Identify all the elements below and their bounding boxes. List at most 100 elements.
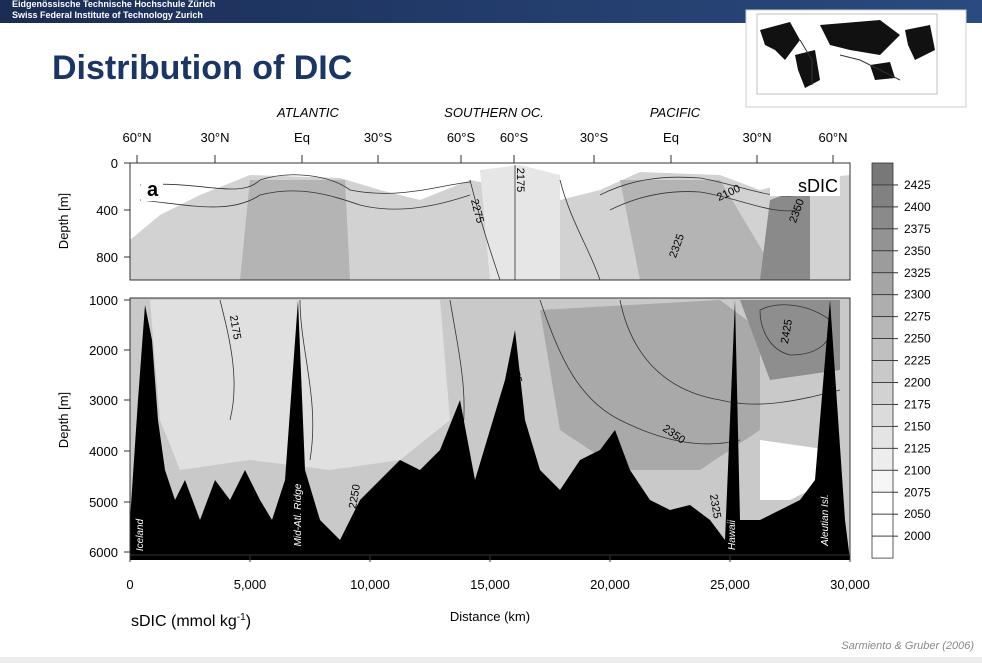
colorbar-label: 2325 xyxy=(904,266,931,280)
contour-label: 2175 xyxy=(227,314,243,340)
feature-label: Aleutian Isl. xyxy=(820,494,831,547)
caption-sup: -1 xyxy=(237,612,246,623)
contour-label: 2325 xyxy=(707,493,723,519)
caption: sDIC (mmol kg-1) xyxy=(131,612,251,630)
colorbar-label: 2375 xyxy=(904,222,931,236)
y-tick-label: 0 xyxy=(111,156,118,171)
contour-label: 2250 xyxy=(347,483,363,509)
colorbar-label: 2300 xyxy=(904,288,931,302)
feature-label: Iceland xyxy=(135,518,146,551)
y-axis-label: Depth [m] xyxy=(56,193,71,249)
x-tick-label: 0 xyxy=(126,577,133,592)
contour-label: 2425 xyxy=(779,318,795,344)
citation: Sarmiento & Gruber (2006) xyxy=(841,640,974,652)
colorbar-box xyxy=(871,513,894,537)
colorbar-box xyxy=(871,360,894,383)
colorbar-box xyxy=(871,535,894,559)
colorbar-label: 2400 xyxy=(904,200,931,214)
y-tick-label: 1000 xyxy=(89,293,118,308)
colorbar-label: 2125 xyxy=(904,441,931,455)
latitude-label: 30°N xyxy=(200,130,229,145)
caption-close: ) xyxy=(246,613,251,630)
panel-label: a xyxy=(147,179,159,201)
upper-region xyxy=(240,180,780,280)
footer-band xyxy=(0,657,982,663)
colorbar-box xyxy=(871,272,894,296)
colorbar-box xyxy=(871,184,894,208)
colorbar-label: 2350 xyxy=(904,244,931,258)
variable-label: sDIC xyxy=(798,176,838,196)
slide-title: Distribution of DIC xyxy=(52,49,352,87)
lower-region xyxy=(740,300,840,380)
lower-region xyxy=(540,300,760,470)
colorbar-box xyxy=(871,294,894,318)
y-tick-label: 6000 xyxy=(89,545,118,560)
x-tick-label: 25,000 xyxy=(710,577,750,592)
x-tick-label: 5,000 xyxy=(234,577,267,592)
header-line: Swiss Federal Institute of Technology Zu… xyxy=(12,10,203,20)
colorbar-box xyxy=(871,162,894,186)
map-thumbnail xyxy=(745,9,967,108)
upper-region xyxy=(760,185,810,280)
colorbar-label: 2250 xyxy=(904,332,931,346)
colorbar-box xyxy=(871,206,894,230)
latitude-label: 60°N xyxy=(122,130,151,145)
frame xyxy=(129,162,851,281)
x-tick-label: 15,000 xyxy=(470,577,510,592)
x-tick-label: 20,000 xyxy=(590,577,630,592)
label-box xyxy=(770,172,840,196)
y-axis-label: Depth [m] xyxy=(56,392,71,448)
colorbar-label: 2075 xyxy=(904,485,931,499)
colorbar-box xyxy=(871,404,894,427)
colorbar-box xyxy=(871,447,894,471)
colorbar-label: 2175 xyxy=(904,397,931,411)
latitude-label: 30°S xyxy=(364,130,393,145)
contour-label: 2175 xyxy=(514,168,526,192)
caption-text: sDIC (mmol kg xyxy=(131,613,237,630)
feature-label: Hawaii xyxy=(727,519,738,550)
colorbar-label: 2150 xyxy=(904,419,931,433)
basin-label: SOUTHERN OC. xyxy=(444,105,544,120)
colorbar-box xyxy=(871,316,894,339)
colorbar-label: 2275 xyxy=(904,310,931,324)
colorbar-box xyxy=(871,228,894,252)
y-tick-label: 4000 xyxy=(89,444,118,459)
basin-label: PACIFIC xyxy=(650,105,701,120)
y-tick-label: 5000 xyxy=(89,495,118,510)
colorbar-label: 2050 xyxy=(904,507,931,521)
latitude-label: Eq xyxy=(294,130,310,145)
x-tick-label: 30,000 xyxy=(830,577,870,592)
latitude-label: 30°N xyxy=(742,130,771,145)
x-tick-label: 10,000 xyxy=(350,577,390,592)
label-box xyxy=(141,177,163,201)
y-tick-label: 800 xyxy=(96,250,118,265)
colorbar-label: 2000 xyxy=(904,529,931,543)
bathymetry xyxy=(130,300,850,560)
x-axis-label: Distance (km) xyxy=(450,609,530,624)
latitude-label: Eq xyxy=(663,130,679,145)
colorbar-label: 2225 xyxy=(904,354,931,368)
latitude-label: 60°S xyxy=(447,130,476,145)
y-tick-label: 2000 xyxy=(89,343,118,358)
figure xyxy=(129,162,851,560)
feature-label: Mid-Atl. Ridge xyxy=(293,483,304,546)
colorbar-box xyxy=(871,382,894,405)
header-line: Eidgenössische Technische Hochschule Zür… xyxy=(12,0,215,9)
colorbar-box xyxy=(871,425,894,449)
colorbar-label: 2425 xyxy=(904,178,931,192)
latitude-label: 30°S xyxy=(580,130,609,145)
basin-label: ATLANTIC xyxy=(276,105,339,120)
y-tick-label: 3000 xyxy=(89,393,118,408)
colorbar-label: 2100 xyxy=(904,463,931,477)
header-bar xyxy=(0,0,982,23)
y-tick-label: 400 xyxy=(96,203,118,218)
colorbar-box xyxy=(871,250,894,274)
colorbar-box xyxy=(871,338,894,361)
latitude-label: 60°N xyxy=(818,130,847,145)
upper-region xyxy=(480,165,560,280)
colorbar-box xyxy=(871,469,894,493)
latitude-label: 60°S xyxy=(500,130,529,145)
colorbar-box xyxy=(871,491,894,515)
colorbar-label: 2200 xyxy=(904,376,931,390)
